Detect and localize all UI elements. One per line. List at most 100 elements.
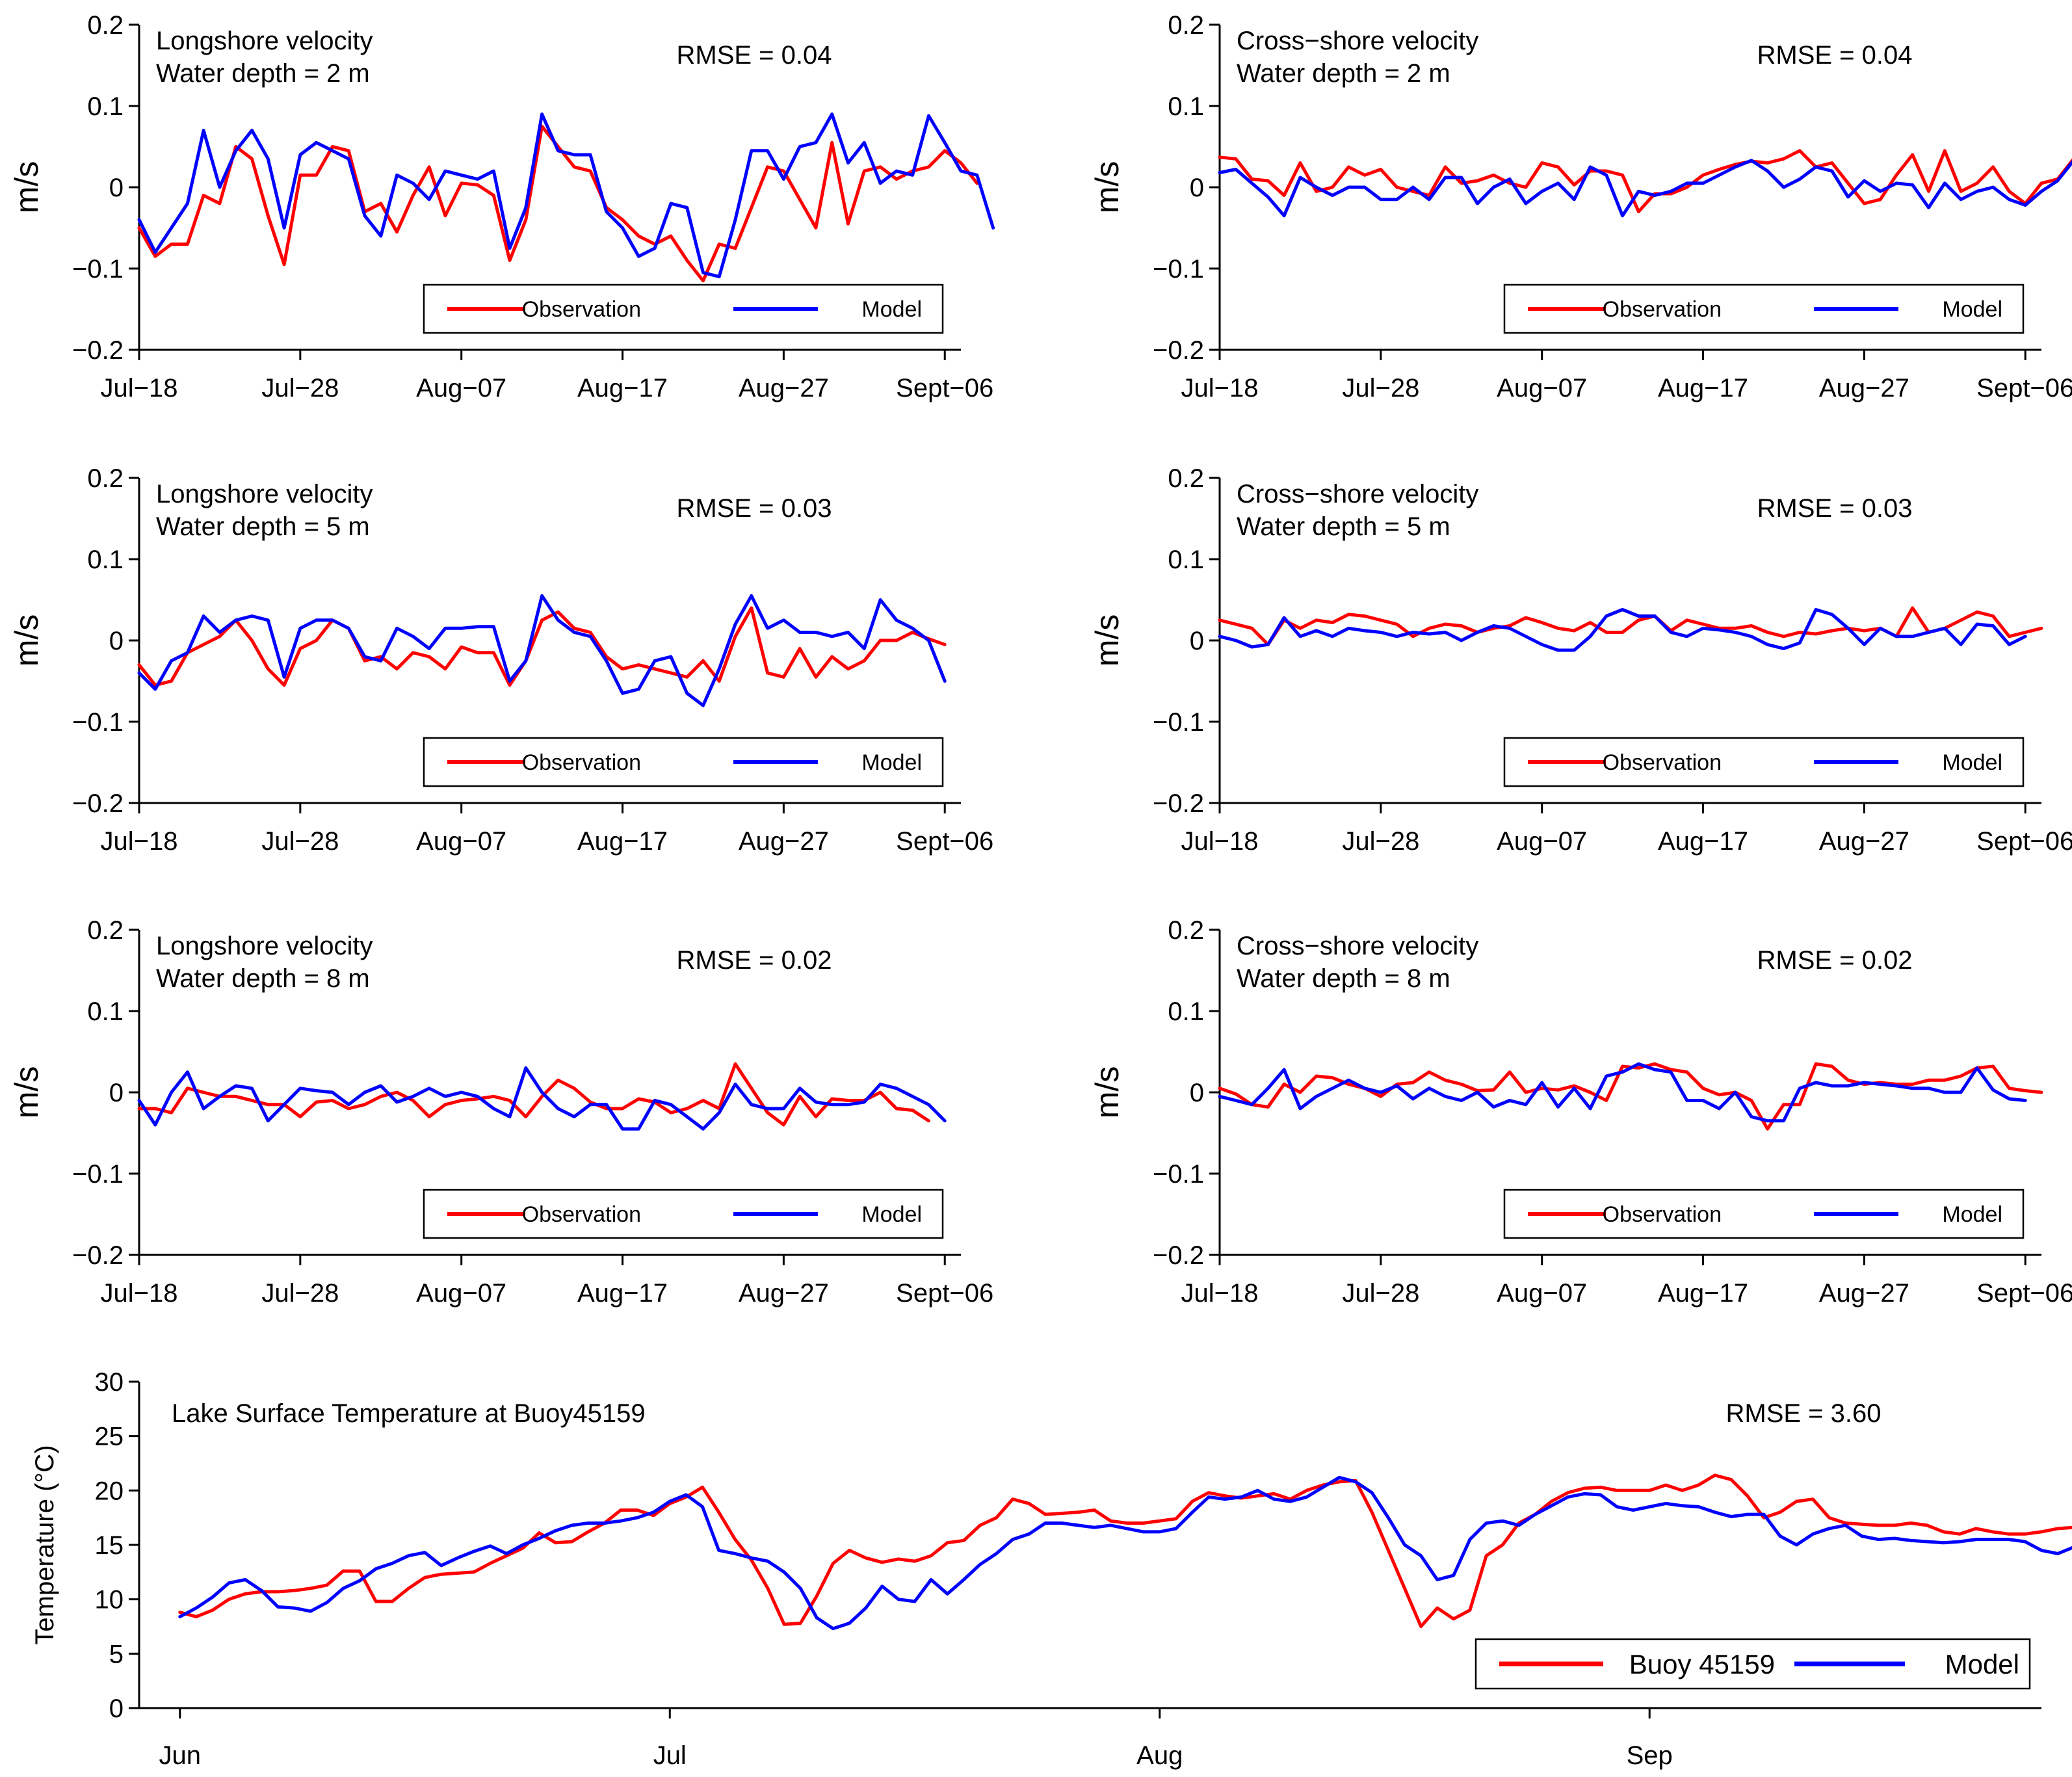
y-tick-label: −0.1 [72,708,124,737]
y-tick-label: 15 [95,1531,124,1560]
panel-annotation: Water depth = 5 m [1237,512,1450,541]
y-axis-label: m/s [1089,161,1125,214]
y-axis-label: m/s [8,1066,45,1119]
y-tick-label: 0.2 [1168,464,1204,493]
x-tick-label: Aug−17 [1658,374,1748,402]
series-line-model [137,594,947,707]
panel-annotation: Longshore velocity [156,932,373,960]
legend: Buoy 45159 Model [1475,1638,2031,1690]
panel-annotation: Longshore velocity [156,480,373,508]
y-tick-label: 0 [109,627,124,655]
x-tick-label: Aug−07 [416,1279,506,1308]
y-tick-label: −0.2 [1153,1241,1204,1270]
legend: Observation Model [1503,1189,2025,1239]
y-tick-label: −0.2 [1153,789,1204,818]
rmse-label: RMSE = 0.04 [1757,41,1912,70]
y-tick-label: 0.1 [87,997,124,1026]
series-line-model [137,112,995,278]
legend-label: Model [1942,750,2002,775]
x-tick-label: Aug−27 [1819,1279,1909,1308]
x-tick-label: Aug−27 [739,1279,829,1308]
y-tick-label: 10 [95,1586,124,1614]
rmse-label: RMSE = 3.60 [1725,1399,1881,1428]
y-tick-label: 0.1 [1168,997,1204,1026]
x-tick-label: Aug−27 [1819,827,1909,856]
rmse-label: RMSE = 0.04 [676,41,832,70]
panel-annotation: Water depth = 8 m [156,964,370,993]
x-tick-label: Aug−07 [416,827,506,856]
y-tick-label: 0.2 [87,11,124,40]
x-tick-label: Jun [159,1741,202,1770]
y-tick-label: 5 [109,1640,124,1668]
y-tick-label: 0 [1190,1079,1204,1107]
legend: Observation Model [423,283,944,334]
legend-label: Model [1942,297,2002,322]
legend: Observation Model [423,737,944,787]
y-tick-label: −0.1 [1153,255,1204,283]
x-tick-label: Aug−17 [577,827,668,856]
x-tick-label: Jul−28 [261,827,339,856]
y-tick-label: 0.1 [1168,546,1204,574]
x-tick-label: Sept−06 [896,827,993,856]
x-tick-label: Jul−28 [1342,1279,1419,1308]
y-tick-label: −0.1 [1153,1160,1204,1189]
chart-panel-7: 30 25 20 15 10 5 0 Jun Jul Aug Sep Temperature (°C)… [31,1368,2072,1770]
x-tick-label: Jul−28 [261,374,339,402]
y-tick-label: 0.2 [87,916,124,945]
series-line-model [137,1066,947,1131]
series-line-model [1218,1062,2027,1123]
legend-label: Model [861,1202,922,1227]
chart-panel-4: 0.2 0.1 0 −0.1 −0.2 Jul−18 Jul−28 Aug−07 Aug−17 A… [1089,464,2072,856]
legend-label: Observation [522,1202,641,1227]
series-line-observation [137,606,947,687]
y-axis-label: m/s [1089,1066,1125,1119]
y-tick-label: −0.2 [1153,336,1204,365]
y-tick-label: 0 [1190,174,1204,202]
rmse-label: RMSE = 0.03 [676,494,832,523]
x-tick-label: Jul−18 [101,827,178,856]
x-tick-label: Jul−28 [1342,827,1419,856]
chart-panel-3: 0.2 0.1 0 −0.1 −0.2 Jul−18 Jul−28 Aug−07 Aug−17 A… [8,464,993,856]
legend-label: Buoy 45159 [1629,1649,1775,1679]
x-tick-label: Sept−06 [896,1279,993,1308]
panel-annotation: Water depth = 2 m [156,59,370,88]
x-tick-label: Aug−07 [1497,374,1587,402]
y-tick-label: −0.1 [1153,708,1204,737]
chart-panel-5: 0.2 0.1 0 −0.1 −0.2 Jul−18 Jul−28 Aug−07 Aug−17 A… [8,916,993,1308]
x-tick-label: Jul−18 [1181,827,1259,856]
y-axis-label: m/s [1089,614,1125,667]
x-tick-label: Aug [1136,1741,1183,1770]
y-tick-label: −0.2 [72,1241,124,1270]
chart-panel-1: 0.2 0.1 0 −0.1 −0.2 Jul−18 Jul−28 Aug−07 Aug−17 A… [8,11,995,402]
chart-panel-6: 0.2 0.1 0 −0.1 −0.2 Jul−18 Jul−28 Aug−07 Aug−17 A… [1089,916,2072,1308]
x-tick-label: Sept−06 [896,374,993,402]
rmse-label: RMSE = 0.03 [1757,494,1912,523]
y-axis-label: Temperature (°C) [31,1445,59,1644]
y-tick-label: 0.2 [87,464,124,493]
panel-annotation: Water depth = 2 m [1237,59,1450,88]
y-tick-label: 0.1 [1168,92,1204,121]
y-tick-label: 0.1 [87,546,124,574]
y-axis-label: m/s [8,161,45,214]
panel-annotation: Cross−shore velocity [1237,480,1478,508]
panel-annotation: Cross−shore velocity [1237,932,1478,960]
y-tick-label: −0.1 [72,1160,124,1189]
y-tick-label: 25 [95,1423,124,1451]
y-tick-label: 0.2 [1168,11,1204,40]
series-line-buoy-45159 [178,1473,2072,1628]
series-line-model [1218,159,2072,218]
series-line-model [1218,608,2027,652]
panel-annotation: Lake Surface Temperature at Buoy45159 [172,1399,646,1428]
legend-label: Model [861,297,922,322]
x-tick-label: Aug−07 [1497,1279,1587,1308]
y-tick-label: 0.1 [87,92,124,121]
legend-label: Model [1945,1649,2019,1679]
y-tick-label: −0.2 [72,789,124,818]
legend: Observation Model [1503,737,2025,787]
legend-label: Observation [522,750,641,775]
y-tick-label: −0.1 [72,255,124,283]
x-tick-label: Jul−28 [1342,374,1419,402]
y-tick-label: 20 [95,1477,124,1505]
x-tick-label: Jul−18 [1181,374,1259,402]
